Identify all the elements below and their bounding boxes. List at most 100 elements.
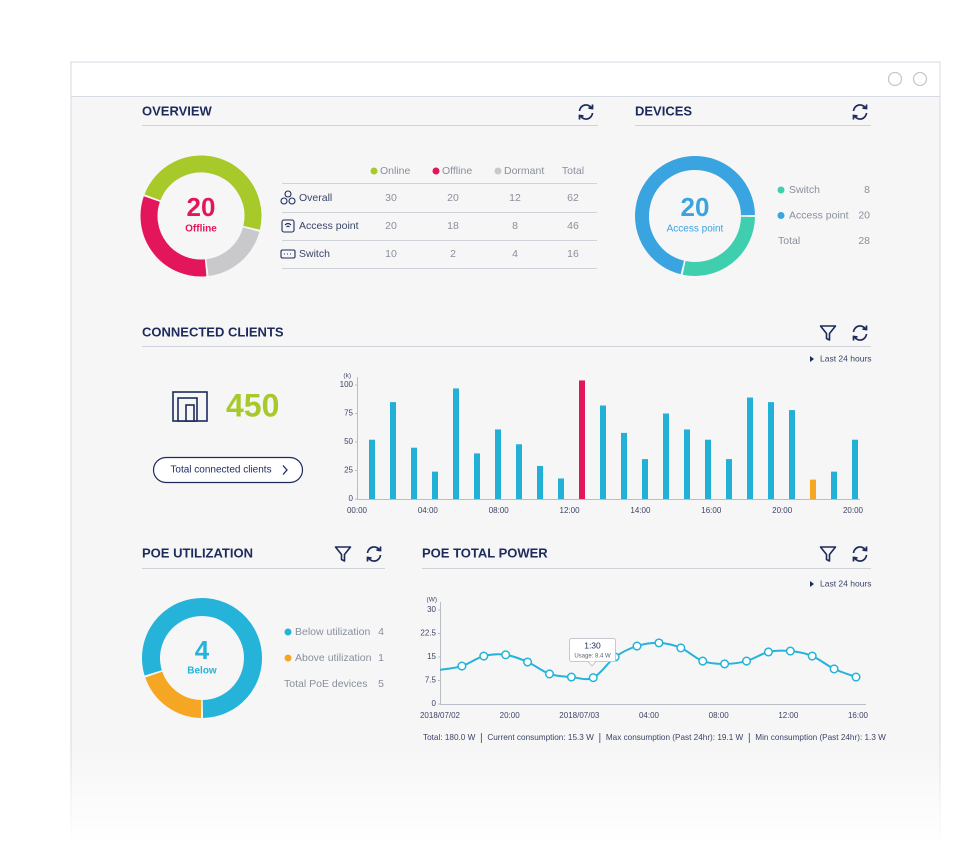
bar: [453, 388, 459, 499]
window-button[interactable]: [887, 71, 903, 87]
donut-center-value: 20: [187, 192, 216, 222]
bar: [495, 429, 501, 499]
y-tick-label: 75: [344, 409, 353, 418]
y-tick-label: 50: [344, 437, 353, 446]
clients-button[interactable]: [152, 456, 304, 484]
icon-part: [288, 197, 296, 205]
total-label: Total PoE devices: [284, 678, 367, 690]
donut-segment: [142, 598, 262, 718]
x-tick-label: 00:00: [347, 506, 368, 515]
axis-unit: (W): [427, 597, 437, 604]
bar: [390, 402, 396, 499]
y-tick-label: 25: [344, 466, 353, 475]
x-tick-label: 20:00: [772, 506, 793, 515]
chevron: [282, 465, 288, 475]
window: [70, 61, 941, 850]
table-value: 30: [385, 192, 397, 204]
icon-part: [185, 404, 195, 422]
bar: [726, 459, 732, 499]
x-tick-label: 04:00: [418, 506, 439, 515]
point-marker: [523, 657, 533, 667]
point-marker: [632, 641, 642, 651]
bar: [600, 405, 606, 499]
point-marker: [479, 651, 489, 661]
bar: [369, 439, 375, 499]
legend-marker: [284, 628, 292, 636]
section-title: POE UTILIZATION: [142, 545, 253, 560]
y-tick-label: 7.5: [425, 676, 437, 685]
y-tick-label: 100: [340, 380, 354, 389]
table-total: 62: [567, 192, 579, 204]
switch-icon: [280, 249, 296, 259]
x-tick-label: 16:00: [848, 711, 869, 720]
icon-part: [280, 197, 288, 205]
x-tick-label: 08:00: [489, 506, 510, 515]
bar: [642, 459, 648, 499]
point-marker: [676, 643, 686, 653]
row-label: Switch: [299, 248, 330, 260]
table-value: 4: [512, 248, 518, 260]
window-button[interactable]: [912, 71, 928, 87]
x-tick-label: 20:00: [843, 506, 864, 515]
point-marker: [501, 650, 511, 660]
donut-center-value: 4: [195, 635, 210, 665]
row-label: Overall: [299, 192, 332, 204]
overall-icon: [280, 190, 296, 205]
legend-value: 1: [378, 652, 384, 664]
x-tick-label: 16:00: [701, 506, 722, 515]
bar: [789, 410, 795, 499]
section-title: DEVICES: [635, 103, 692, 118]
power-summary: Total: 180.0 W Current consumption: 15.3 …: [423, 733, 886, 743]
y-tick-label: 22.5: [420, 629, 436, 638]
table-value: 18: [447, 220, 459, 232]
column-header: Total: [562, 165, 584, 177]
summary-item: Min consumption (Past 24hr): 1.3 W: [755, 733, 886, 742]
total-label: Total: [778, 235, 800, 247]
bar: [705, 439, 711, 499]
point-marker: [829, 664, 839, 674]
donut-center-label: Access point: [667, 224, 724, 235]
legend-label: Online: [380, 165, 411, 177]
range-label: Last 24 hours: [820, 578, 872, 588]
range-label: Last 24 hours: [820, 353, 872, 363]
point-marker: [720, 659, 730, 669]
bar: [621, 432, 627, 499]
table-value: 10: [385, 248, 397, 260]
point-marker: [654, 638, 664, 648]
clients-total: 450: [226, 387, 279, 423]
table-value: 20: [385, 220, 397, 232]
legend-marker: [777, 186, 785, 194]
clients-icon: [172, 391, 208, 422]
section-title: OVERVIEW: [142, 103, 213, 118]
x-tick-label: 2018/07/03: [559, 711, 600, 720]
range-marker: [810, 356, 814, 362]
summary-item: Total: 180.0 W: [423, 733, 476, 742]
bar: [579, 380, 585, 499]
table-total: 46: [567, 220, 579, 232]
x-tick-label: 08:00: [709, 711, 730, 720]
clients-button-label[interactable]: Total connected clients: [170, 465, 271, 476]
tooltip-pointer: [587, 661, 597, 667]
x-tick-label: 12:00: [778, 711, 799, 720]
table-value: 8: [512, 220, 518, 232]
summary-item: Current consumption: 15.3 W: [487, 733, 594, 742]
point-marker: [566, 672, 576, 682]
y-tick-label: 0: [432, 699, 437, 708]
donut-center-label: Below: [187, 666, 217, 677]
y-tick-label: 0: [349, 494, 354, 503]
access-point-icon: [281, 219, 295, 233]
legend-marker: [494, 167, 502, 175]
row-label: Access point: [299, 220, 359, 232]
legend-value: 8: [864, 184, 870, 196]
point-marker: [457, 661, 467, 671]
icon-part: [284, 222, 292, 228]
legend-label: Above utilization: [295, 652, 372, 664]
bottom-fade: [60, 745, 960, 845]
bar: [768, 402, 774, 499]
legend-label: Switch: [789, 184, 820, 196]
total-value: 5: [378, 678, 384, 690]
point-marker: [544, 669, 555, 679]
point-marker: [785, 646, 795, 656]
bar: [663, 413, 669, 499]
